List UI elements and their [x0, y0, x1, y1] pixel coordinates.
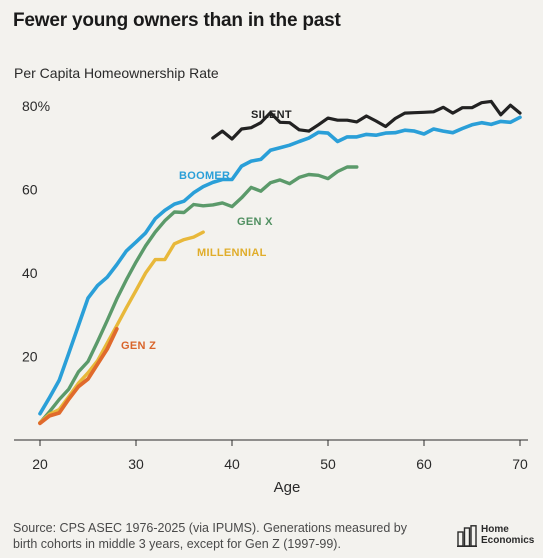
series-line-gen-z	[38, 327, 119, 426]
series-label-boomer: BOOMER	[179, 170, 230, 182]
series-line-gen-x	[38, 165, 359, 425]
x-tick-label: 20	[32, 456, 48, 472]
series-label-layer: SILENT BOOMER GEN X MILLENNIAL GEN Z	[121, 109, 292, 352]
chart-canvas: Per Capita Homeownership Rate 20 30 40 50 60…	[14, 65, 528, 496]
x-tick-label: 70	[512, 456, 528, 472]
series-label-gen-x: GEN X	[237, 216, 273, 228]
series-line-silent	[211, 99, 522, 141]
building-icon	[457, 525, 477, 547]
x-tick-label: 60	[416, 456, 432, 472]
y-tick-label: 80%	[22, 98, 50, 114]
x-tick-label: 30	[128, 456, 144, 472]
y-tick-label: 20	[22, 349, 38, 365]
series-line-boomer	[38, 115, 522, 416]
source-note: Source: CPS ASEC 1976-2025 (via IPUMS). …	[13, 521, 407, 551]
axis-layer: 20 30 40 50 60 70 20 40 60 80%	[14, 98, 528, 472]
home-economics-logo: Home Economics	[457, 523, 539, 549]
y-tick-label: 60	[22, 182, 38, 198]
logo-text: Home Economics	[481, 524, 535, 546]
chart-title: Fewer young owners than in the past	[13, 10, 341, 31]
series-label-silent: SILENT	[251, 109, 292, 121]
series-label-millennial: MILLENNIAL	[197, 247, 267, 259]
x-tick-label: 40	[224, 456, 240, 472]
x-axis-label: Age	[274, 479, 301, 496]
x-tick-label: 50	[320, 456, 336, 472]
series-label-gen-z: GEN Z	[121, 340, 156, 352]
y-axis-label: Per Capita Homeownership Rate	[14, 65, 219, 81]
series-layer	[38, 99, 522, 426]
y-tick-label: 40	[22, 265, 38, 281]
